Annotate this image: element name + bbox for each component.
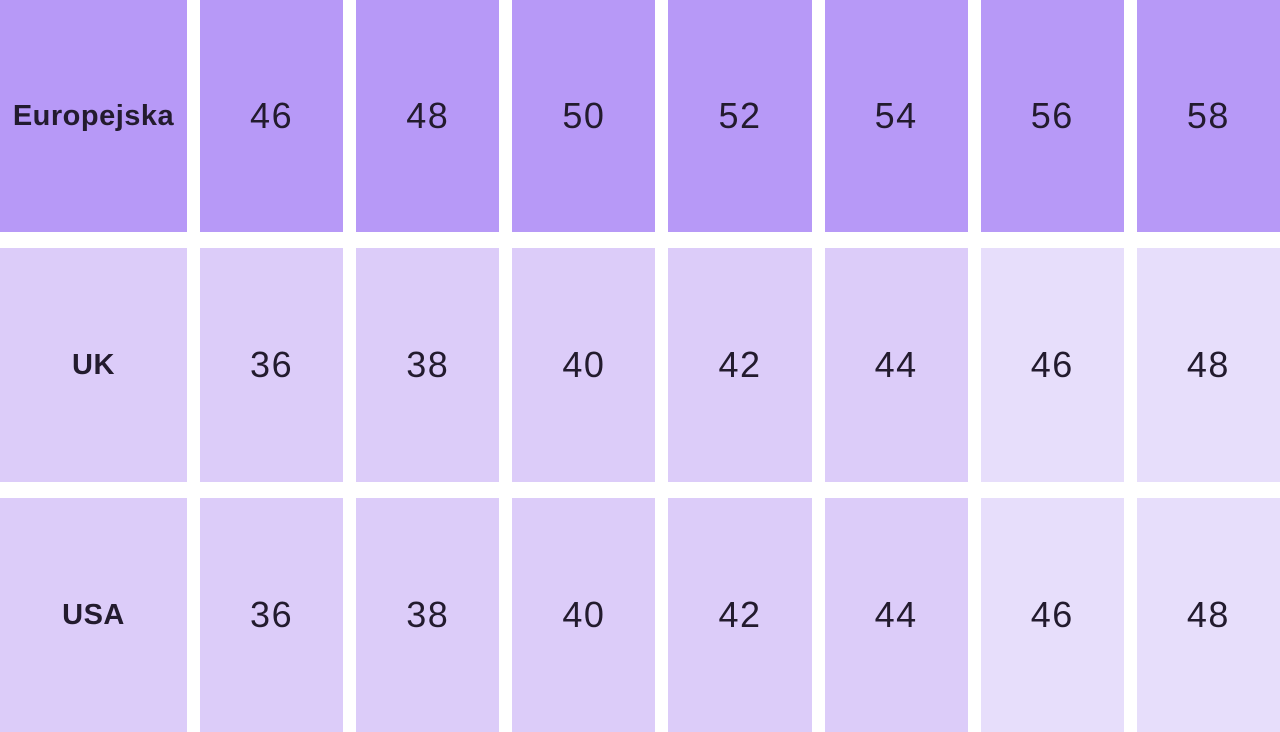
- row-label-europejska: Europejska: [0, 0, 187, 232]
- size-cell: 46: [980, 498, 1124, 732]
- size-cell: 58: [1136, 0, 1280, 232]
- size-cell: 42: [668, 498, 812, 732]
- size-cell: 40: [512, 498, 656, 732]
- size-cell: 46: [980, 248, 1124, 482]
- row-label-uk: UK: [0, 248, 187, 482]
- size-cell: 46: [200, 0, 344, 232]
- row-label-usa: USA: [0, 498, 187, 732]
- size-cell: 40: [512, 248, 656, 482]
- size-cell: 48: [1136, 248, 1280, 482]
- size-cell: 48: [1136, 498, 1280, 732]
- size-cell: 54: [824, 0, 968, 232]
- size-cell: 42: [668, 248, 812, 482]
- size-cell: 50: [512, 0, 656, 232]
- size-cell: 56: [980, 0, 1124, 232]
- size-cell: 44: [824, 248, 968, 482]
- size-cell: 52: [668, 0, 812, 232]
- size-cell: 48: [356, 0, 500, 232]
- size-cell: 38: [356, 498, 500, 732]
- size-cell: 36: [200, 248, 344, 482]
- size-cell: 44: [824, 498, 968, 732]
- size-cell: 38: [356, 248, 500, 482]
- size-cell: 36: [200, 498, 344, 732]
